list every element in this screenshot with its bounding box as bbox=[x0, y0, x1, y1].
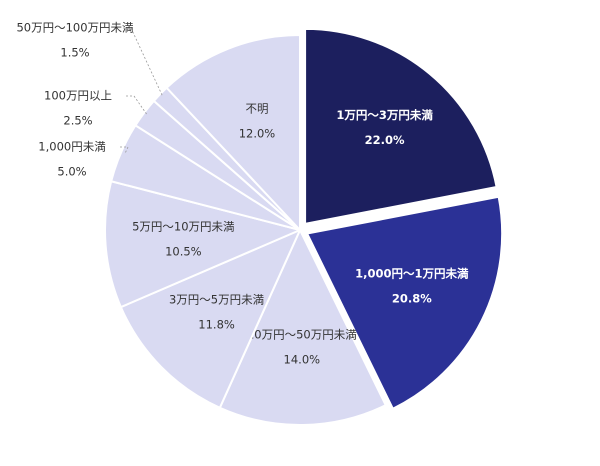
slice-label: 50万円～100万円未満 bbox=[16, 21, 133, 35]
value-label: 1.5% bbox=[60, 46, 89, 60]
pie-slice bbox=[305, 195, 504, 411]
slice-label: 1,000円未満 bbox=[38, 140, 105, 154]
value-label: 11.8% bbox=[198, 318, 235, 332]
slice-label: 3万円～5万円未満 bbox=[169, 293, 264, 307]
value-label: 22.0% bbox=[365, 133, 405, 147]
slice-label: 不明 bbox=[245, 102, 268, 116]
slice-label: 10万円～50万円未満 bbox=[247, 327, 357, 341]
pie-slice bbox=[104, 180, 304, 309]
slice-label: 5万円～10万円未満 bbox=[132, 219, 234, 233]
slice-label: 1万円～3万円未満 bbox=[336, 108, 433, 122]
value-label: 20.8% bbox=[392, 291, 432, 305]
pie-slice bbox=[119, 228, 302, 410]
value-label: 5.0% bbox=[57, 165, 86, 179]
pie-slice bbox=[218, 227, 388, 426]
pie-slice bbox=[165, 33, 301, 233]
leader-line bbox=[126, 95, 148, 116]
pie-slice bbox=[304, 27, 498, 226]
leader-line bbox=[120, 146, 129, 155]
value-label: 14.0% bbox=[284, 352, 321, 366]
value-label: 12.0% bbox=[239, 127, 276, 141]
value-label: 2.5% bbox=[63, 114, 92, 128]
value-label: 10.5% bbox=[165, 244, 202, 258]
leader-line bbox=[123, 27, 164, 98]
slice-label: 100万円以上 bbox=[44, 89, 112, 103]
slice-label: 1,000円～1万円未満 bbox=[355, 266, 469, 280]
